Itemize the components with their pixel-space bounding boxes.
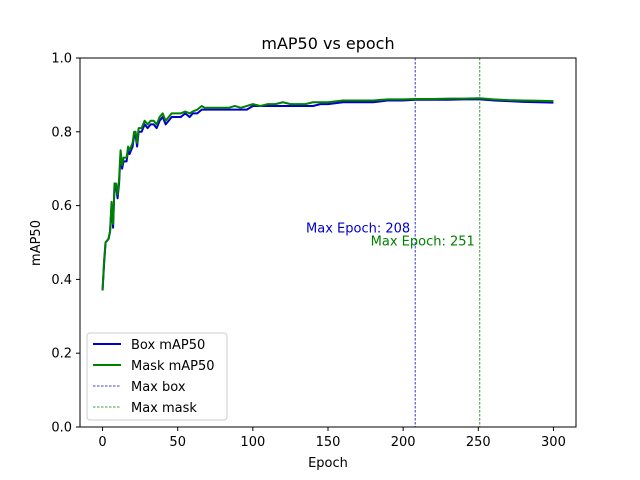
x-tick-label: 50 (169, 435, 186, 450)
series-line-mask (101, 97, 554, 291)
legend-box (86, 332, 228, 421)
y-axis-label: mAP50 (29, 220, 44, 266)
x-axis-label: Epoch (308, 456, 348, 471)
y-tick-label: 1.0 (51, 52, 72, 67)
annotation-max-epoch-mask: Max Epoch: 251 (371, 235, 475, 250)
annotation-max-epoch-box: Max Epoch: 208 (306, 222, 410, 237)
x-tick-label: 250 (466, 435, 491, 450)
y-tick-label: 0.6 (51, 199, 72, 214)
x-tick-label: 0 (98, 435, 106, 450)
x-tick-label: 100 (240, 435, 265, 450)
legend-label-box: Box mAP50 (131, 338, 205, 353)
chart-title: mAP50 vs epoch (261, 34, 394, 53)
x-tick-label: 150 (316, 435, 341, 450)
y-tick-label: 0.4 (51, 273, 72, 288)
legend-label-mask: Mask mAP50 (131, 359, 215, 374)
y-tick-label: 0.8 (51, 125, 72, 140)
y-tick-label: 0.2 (51, 347, 72, 362)
y-tick-label: 0.0 (51, 421, 72, 436)
x-tick-label: 300 (541, 435, 566, 450)
legend-label-max-mask: Max mask (131, 401, 197, 416)
x-tick-label: 200 (391, 435, 416, 450)
legend-label-max-box: Max box (131, 380, 186, 395)
